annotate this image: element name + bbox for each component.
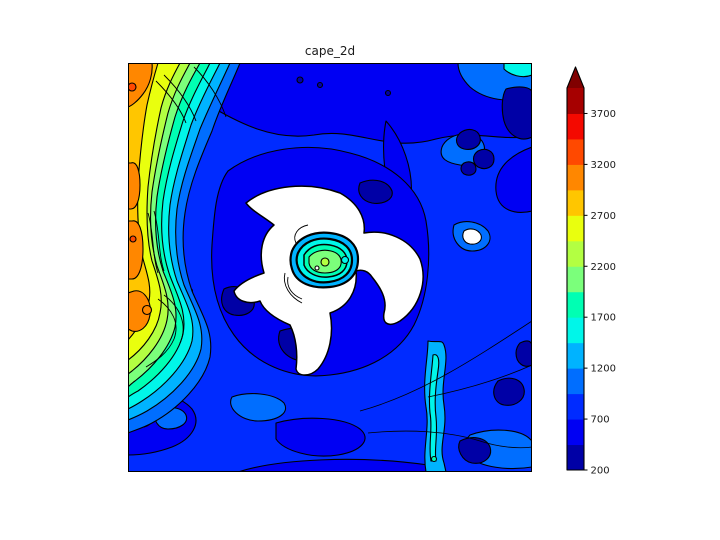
contour-level1-blob-a — [455, 128, 481, 150]
colorbar-tick-label: 3200 — [591, 160, 616, 171]
contour-level1-dot-b — [316, 81, 324, 89]
band-level12-blob-b — [128, 220, 144, 280]
vortex-level1-patch-c — [358, 179, 393, 204]
band-contour-line-f — [145, 298, 177, 368]
band-contour-line-e — [153, 210, 165, 272]
colorbar-tick-label: 200 — [591, 466, 610, 477]
colorbar-tick-label: 3700 — [591, 109, 616, 120]
band-contour-line-a — [155, 80, 187, 124]
band-level13-dot-b — [129, 235, 137, 243]
contour-level4-bottom-left-b — [230, 393, 286, 422]
colorbar-segment — [567, 189, 584, 216]
colorbar-segment — [567, 368, 584, 395]
thin-contour-line-b — [427, 364, 532, 398]
core-level6-patch — [340, 255, 350, 265]
colorbar-segment — [567, 113, 584, 140]
contour-level1-blob-f — [515, 340, 532, 367]
contour-level6-streak-core — [428, 354, 440, 462]
colorbar-tick-label: 2700 — [591, 211, 616, 222]
axes-frame — [128, 63, 532, 472]
colorbar-segment — [567, 291, 584, 318]
colorbar-segment — [567, 240, 584, 267]
core-contour-arc-a — [287, 276, 303, 300]
colorbar-segment — [567, 215, 584, 242]
core-belowmin-hole — [314, 265, 320, 271]
band-contour-line-d — [147, 212, 159, 274]
contour-level1-dot-a — [296, 76, 304, 84]
colorbar-segment — [567, 342, 584, 369]
band-level12-dot — [141, 304, 153, 316]
contour-level1-blob-e — [458, 437, 492, 464]
colorbar-tick-label: 1200 — [591, 364, 616, 375]
band-level12-blob-c — [128, 290, 151, 332]
contour-level1-blob-b — [472, 148, 495, 170]
colorbar-tick-label: 1700 — [591, 313, 616, 324]
core-contour-arc-c — [294, 224, 309, 244]
colorbar-segment — [567, 444, 584, 471]
colorbar-segment — [567, 138, 584, 165]
band-contour-line-c — [193, 66, 227, 118]
core-contour-arc-b — [283, 272, 303, 304]
contour-level1-dot-c — [384, 89, 392, 97]
colorbar-segment — [567, 317, 584, 344]
colorbar-outline — [566, 66, 585, 471]
band-contour-line-b — [163, 74, 197, 122]
colorbar-tick-label: 700 — [591, 415, 610, 426]
thin-contour-line-c — [367, 430, 532, 449]
colorbar-segment — [567, 419, 584, 446]
band-level13-dot-a — [128, 82, 137, 92]
colorbar-extend-arrow — [567, 67, 584, 88]
contour-level2-right — [495, 146, 532, 213]
contour-level1-right-edge — [501, 86, 532, 140]
colorbar-segment — [567, 88, 584, 114]
band-contour-line-g — [163, 294, 184, 344]
colorbar-segment — [567, 393, 584, 420]
contour-level2-bottom-center — [275, 417, 366, 457]
thin-contour-line-a — [359, 320, 532, 412]
colorbar-svg: 200 700 1200 1700 2200 2700 3200 3700 — [566, 66, 616, 477]
core-level9-spot — [320, 257, 330, 267]
contour-level7-streak-dot — [430, 455, 438, 463]
colorbar-segment — [567, 266, 584, 293]
contour-plot-axes — [128, 63, 532, 472]
colorbar-tick-label: 2200 — [591, 262, 616, 273]
colorbar-segment — [567, 164, 584, 191]
band-level12-blob-a — [128, 162, 141, 210]
plot-title: cape_2d — [304, 44, 356, 58]
contour-belowmin-spot — [462, 228, 482, 245]
contour-level1-blob-d — [493, 377, 525, 406]
band-level12-corner — [128, 63, 153, 108]
contour-level1-blob-c — [460, 161, 477, 176]
contour-field-svg — [128, 63, 532, 472]
